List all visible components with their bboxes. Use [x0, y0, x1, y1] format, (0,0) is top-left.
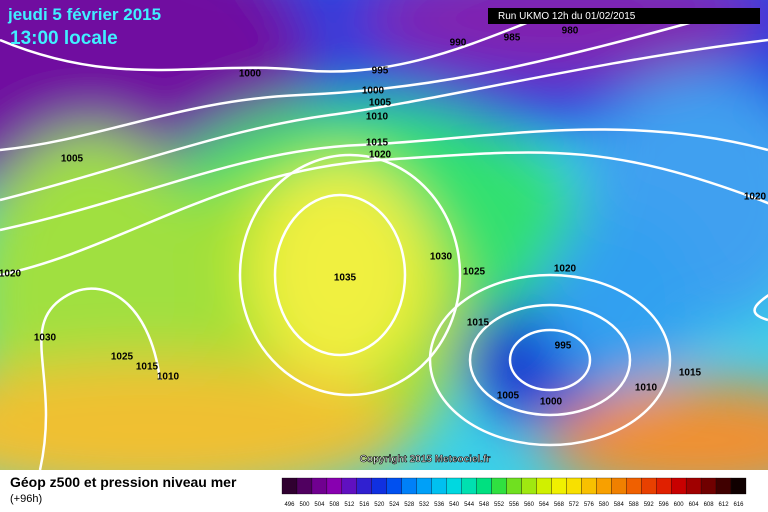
scale-label: 560	[524, 502, 535, 508]
field	[0, 0, 768, 470]
isobar-label: 1025	[111, 352, 134, 363]
scale-swatch	[341, 477, 357, 495]
isobar-label: 1005	[497, 391, 520, 402]
scale-swatch	[386, 477, 402, 495]
isobar-label: 1010	[635, 383, 658, 394]
scale-swatch	[461, 477, 477, 495]
scale-swatch	[491, 477, 507, 495]
scale-label: 548	[479, 502, 490, 508]
isobar-label: 1020	[369, 150, 392, 161]
isobar-label: 1000	[362, 86, 385, 97]
scale-label: 616	[734, 502, 745, 508]
scale-swatch	[685, 477, 702, 495]
isobar-label: 980	[562, 26, 579, 37]
isobar-label: 1010	[366, 112, 389, 123]
scale-label: 520	[374, 502, 385, 508]
scale-label: 600	[674, 502, 685, 508]
isobar-label: 1000	[540, 397, 563, 408]
isobar-label: 1025	[463, 267, 486, 278]
scale-swatch	[626, 477, 642, 495]
scale-swatch	[281, 477, 298, 495]
isobar-label: 1035	[334, 273, 357, 284]
scale-label: 564	[539, 502, 550, 508]
scale-label: 504	[314, 502, 325, 508]
scale-label: 496	[284, 502, 295, 508]
isobar-label: 1015	[467, 318, 490, 329]
scale-swatch	[371, 477, 387, 495]
isobar-label: 1020	[554, 264, 577, 275]
scale-swatch	[551, 477, 567, 495]
scale-swatch	[521, 477, 537, 495]
isobar-label: 990	[450, 38, 467, 49]
run-box	[488, 8, 760, 24]
scale-label: 576	[584, 502, 595, 508]
scale-swatch	[326, 477, 343, 495]
scale-swatch	[566, 477, 582, 495]
scale-swatch	[536, 477, 552, 495]
isobar-label: 1015	[366, 138, 389, 149]
scale-swatch	[476, 477, 492, 495]
isobar-label: 1005	[369, 98, 392, 109]
scale-label: 536	[434, 502, 445, 508]
scale-swatch	[611, 477, 627, 495]
scale-swatch	[356, 477, 372, 495]
scale-swatch	[671, 477, 687, 495]
scale-label: 500	[299, 502, 310, 508]
scale-swatch	[401, 477, 417, 495]
scale-label: 532	[419, 502, 430, 508]
copyright: Copyright 2015 Meteociel.fr	[360, 454, 491, 465]
scale-label: 568	[554, 502, 565, 508]
scale-label: 588	[629, 502, 640, 508]
isobar-label: 995	[372, 66, 389, 77]
scale-swatch	[581, 477, 597, 495]
scale-label: 552	[494, 502, 505, 508]
scale-swatch	[446, 477, 462, 495]
scale-label: 544	[464, 502, 475, 508]
isobar-label: 1020	[744, 192, 767, 203]
scale-label: 556	[509, 502, 520, 508]
isobar-label: 1030	[430, 252, 453, 263]
scale-label: 516	[359, 502, 370, 508]
scale-label: 608	[704, 502, 715, 508]
isobar-label: 1015	[136, 362, 159, 373]
scale-swatch	[506, 477, 522, 495]
scale-swatch	[296, 477, 313, 495]
scale-swatch	[730, 477, 747, 495]
scale-label: 592	[644, 502, 655, 508]
scale-swatch	[715, 477, 732, 495]
isobar-label: 1005	[61, 154, 84, 165]
scale-label: 512	[344, 502, 355, 508]
scale-label: 508	[329, 502, 340, 508]
scale-label: 596	[659, 502, 670, 508]
scale-label: 572	[569, 502, 580, 508]
scale-label: 528	[404, 502, 415, 508]
map-title: jeudi 5 février 2015	[7, 5, 161, 24]
scale-label: 584	[614, 502, 625, 508]
scale-swatch	[596, 477, 612, 495]
run-info: Run UKMO 12h du 01/02/2015	[498, 11, 636, 22]
scale-label: 540	[449, 502, 460, 508]
scale-swatch	[431, 477, 447, 495]
isobar-label: 1015	[679, 368, 702, 379]
isobar-label: 1020	[0, 269, 22, 280]
scale-swatch	[656, 477, 672, 495]
map-subtitle: 13:00 locale	[10, 28, 118, 49]
scale-label: 580	[599, 502, 610, 508]
scale-label: 524	[389, 502, 400, 508]
scale-swatch	[416, 477, 432, 495]
isobar-label: 1000	[239, 69, 262, 80]
footer-title: Géop z500 et pression niveau mer	[10, 474, 237, 490]
isobar-label: 1010	[157, 372, 180, 383]
isobar-label: 985	[504, 33, 521, 44]
isobar-label: 995	[555, 341, 572, 352]
scale-swatch	[311, 477, 328, 495]
isobar-label: 1030	[34, 333, 57, 344]
scale-swatch	[641, 477, 657, 495]
scale-label: 604	[689, 502, 700, 508]
footer-lead: (+96h)	[10, 493, 42, 505]
scale-swatch	[700, 477, 717, 495]
scale-label: 612	[719, 502, 730, 508]
